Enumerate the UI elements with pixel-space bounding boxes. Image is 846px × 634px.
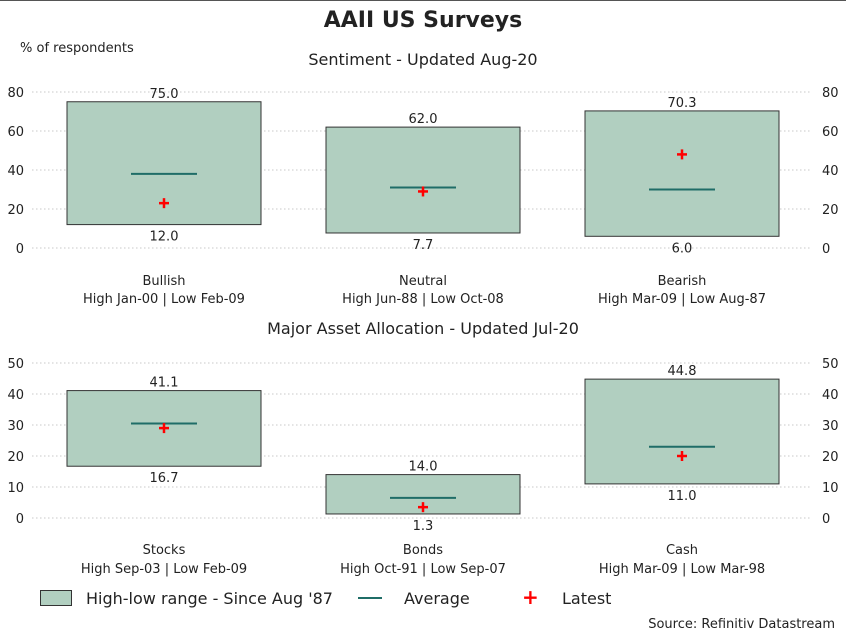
panel-2-y-tick-left: 50 xyxy=(7,357,24,372)
panel-2-y-tick-left: 0 xyxy=(16,512,24,527)
panel-1-y-tick-left: 80 xyxy=(7,86,24,101)
panel-1-title: Sentiment - Updated Aug-20 xyxy=(308,50,537,69)
range-note-neutral: High Jun-88 | Low Oct-08 xyxy=(342,292,504,307)
top-rule xyxy=(0,0,846,1)
high-label-bearish: 70.3 xyxy=(668,96,697,111)
range-note-bearish: High Mar-09 | Low Aug-87 xyxy=(598,292,766,307)
legend-latest-label: Latest xyxy=(562,589,612,608)
panel-2-y-tick-left: 20 xyxy=(7,450,24,465)
panel-1-y-tick-right: 80 xyxy=(822,86,839,101)
source-note: Source: Refinitiv Datastream xyxy=(648,617,835,632)
panel-1-y-tick-right: 0 xyxy=(822,242,830,257)
range-box-neutral xyxy=(325,126,521,234)
category-label-bearish: Bearish xyxy=(658,274,707,289)
high-label-bullish: 75.0 xyxy=(150,87,179,102)
category-label-cash: Cash xyxy=(666,543,698,558)
panel-2-title: Major Asset Allocation - Updated Jul-20 xyxy=(267,319,579,338)
panel-1-y-tick-right: 40 xyxy=(822,164,839,179)
category-label-bonds: Bonds xyxy=(403,543,443,558)
range-note-cash: High Mar-09 | Low Mar-98 xyxy=(599,562,765,577)
legend-range-label: High-low range - Since Aug '87 xyxy=(86,589,333,608)
high-label-bonds: 14.0 xyxy=(409,460,438,475)
low-label-neutral: 7.7 xyxy=(413,238,434,253)
panel-2-y-tick-right: 0 xyxy=(822,512,830,527)
low-label-bullish: 12.0 xyxy=(150,230,179,245)
high-label-stocks: 41.1 xyxy=(150,376,179,391)
low-label-cash: 11.0 xyxy=(668,489,697,504)
panel-2-y-tick-left: 10 xyxy=(7,481,24,496)
panel-2-y-tick-right: 20 xyxy=(822,450,839,465)
panel-1-y-tick-left: 0 xyxy=(16,242,24,257)
panel-1-y-tick-right: 20 xyxy=(822,203,839,218)
category-label-stocks: Stocks xyxy=(143,543,186,558)
chart-title: AAII US Surveys xyxy=(323,8,523,33)
range-note-stocks: High Sep-03 | Low Feb-09 xyxy=(81,562,247,577)
legend-range-swatch xyxy=(40,590,72,606)
high-label-cash: 44.8 xyxy=(668,364,697,379)
panel-1-y-tick-left: 60 xyxy=(7,125,24,140)
panel-2-y-tick-right: 30 xyxy=(822,419,839,434)
high-label-neutral: 62.0 xyxy=(409,112,438,127)
category-label-bullish: Bullish xyxy=(142,274,185,289)
range-note-bullish: High Jan-00 | Low Feb-09 xyxy=(83,292,245,307)
panel-2-y-tick-right: 50 xyxy=(822,357,839,372)
legend-average-swatch xyxy=(358,597,382,599)
category-label-neutral: Neutral xyxy=(399,274,447,289)
panel-2-y-tick-right: 10 xyxy=(822,481,839,496)
range-note-bonds: High Oct-91 | Low Sep-07 xyxy=(340,562,506,577)
range-box-bearish xyxy=(584,110,780,237)
panel-1-y-tick-left: 20 xyxy=(7,203,24,218)
low-label-bearish: 6.0 xyxy=(672,241,693,256)
panel-2-y-tick-left: 40 xyxy=(7,388,24,403)
y-axis-label: % of respondents xyxy=(20,41,134,56)
low-label-stocks: 16.7 xyxy=(150,471,179,486)
panel-2-y-tick-right: 40 xyxy=(822,388,839,403)
range-box-cash xyxy=(584,378,780,485)
low-label-bonds: 1.3 xyxy=(413,519,434,534)
panel-2-y-tick-left: 30 xyxy=(7,419,24,434)
legend-latest-marker: + xyxy=(522,585,539,609)
panel-1-y-tick-right: 60 xyxy=(822,125,839,140)
legend-average-label: Average xyxy=(404,589,470,608)
panel-1-y-tick-left: 40 xyxy=(7,164,24,179)
